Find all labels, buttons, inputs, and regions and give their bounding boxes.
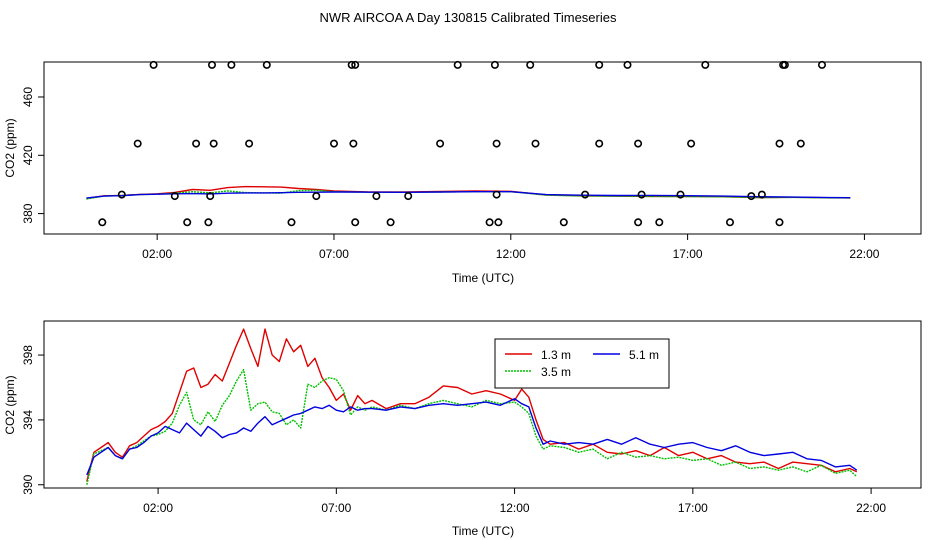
calibration-point	[312, 192, 321, 201]
top-x-tick-label: 12:00	[496, 247, 526, 261]
top-calibration-points	[98, 60, 826, 227]
bottom-plot-frame	[43, 320, 922, 489]
top-y-tick-label: 380	[21, 203, 35, 223]
calibration-point	[796, 139, 805, 148]
bottom-y-axis-label: CO2 (ppm)	[3, 375, 17, 434]
calibration-point	[209, 139, 218, 148]
top-x-axis: 02:00 07:00 12:00 17:00 22:00	[142, 234, 880, 261]
calibration-point	[349, 139, 358, 148]
calibration-point	[117, 190, 126, 199]
calibration-point	[192, 139, 201, 148]
calibration-point	[595, 60, 604, 69]
bottom-x-tick-label: 02:00	[143, 501, 173, 515]
bottom-y-axis: 390 394 398	[21, 345, 44, 495]
legend-label-3-5m: 3.5 m	[541, 365, 571, 379]
calibration-point	[206, 192, 215, 201]
calibration-point	[404, 192, 413, 201]
calibration-point	[485, 218, 494, 227]
bottom-x-tick-label: 12:00	[500, 501, 530, 515]
bottom-x-tick-label: 07:00	[321, 501, 351, 515]
bottom-series-3-5m	[86, 368, 858, 485]
bottom-series-1-3m	[86, 328, 858, 482]
bottom-y-tick-label: 394	[21, 410, 35, 430]
bottom-x-axis: 02:00 07:00 12:00 17:00 22:00	[143, 488, 886, 515]
calibration-point	[351, 218, 360, 227]
top-y-axis-label: CO2 (ppm)	[3, 118, 17, 177]
calibration-point	[757, 190, 766, 199]
calibration-point	[531, 139, 540, 148]
calibration-point	[817, 60, 826, 69]
top-x-tick-label: 02:00	[142, 247, 172, 261]
top-panel: 02:00 07:00 12:00 17:00 22:00 380 420 460 Time…	[3, 60, 922, 285]
calibration-point	[492, 139, 501, 148]
bottom-series-5-1m	[86, 398, 858, 476]
calibration-point	[149, 60, 158, 69]
top-series-lines	[86, 185, 851, 200]
top-x-tick-label: 07:00	[319, 247, 349, 261]
top-y-tick-label: 420	[21, 145, 35, 165]
calibration-point	[687, 139, 696, 148]
top-x-tick-label: 17:00	[673, 247, 703, 261]
top-y-tick-label: 460	[21, 87, 35, 107]
calibration-point	[245, 139, 254, 148]
calibration-point	[780, 60, 789, 69]
calibration-point	[436, 139, 445, 148]
calibration-point	[559, 218, 568, 227]
calibration-point	[183, 218, 192, 227]
calibration-point	[287, 218, 296, 227]
calibration-point	[634, 139, 643, 148]
calibration-point	[204, 218, 213, 227]
calibration-point	[634, 218, 643, 227]
calibration-point	[170, 192, 179, 201]
bottom-y-tick-label: 398	[21, 345, 35, 365]
calibration-point	[227, 60, 236, 69]
calibration-point	[262, 60, 271, 69]
calibration-point	[775, 139, 784, 148]
calibration-point	[701, 60, 710, 69]
legend-label-5-1m: 5.1 m	[629, 348, 659, 362]
top-x-tick-label: 22:00	[849, 247, 879, 261]
top-x-axis-label: Time (UTC)	[452, 271, 514, 285]
bottom-x-tick-label: 17:00	[678, 501, 708, 515]
calibration-point	[655, 218, 664, 227]
calibration-point	[98, 218, 107, 227]
top-series-5-1m	[86, 190, 851, 199]
calibration-point	[351, 60, 360, 69]
calibration-point	[490, 60, 499, 69]
calibration-point	[347, 60, 356, 69]
legend: 1.3 m 5.1 m 3.5 m	[494, 338, 670, 389]
calibration-point	[492, 190, 501, 199]
calibration-point	[725, 218, 734, 227]
calibration-point	[133, 139, 142, 148]
calibration-point	[526, 60, 535, 69]
calibration-point	[581, 190, 590, 199]
bottom-series-lines	[86, 328, 858, 485]
calibration-point	[329, 139, 338, 148]
calibration-point	[453, 60, 462, 69]
top-plot-frame	[43, 61, 922, 235]
calibration-point	[372, 192, 381, 201]
calibration-point	[208, 60, 217, 69]
legend-label-1-3m: 1.3 m	[541, 348, 571, 362]
bottom-y-tick-label: 390	[21, 474, 35, 494]
bottom-x-axis-label: Time (UTC)	[452, 524, 514, 538]
bottom-panel: 02:00 07:00 12:00 17:00 22:00 390 394 398 Time…	[3, 320, 922, 538]
calibration-point	[623, 60, 632, 69]
calibration-point	[386, 218, 395, 227]
bottom-x-tick-label: 22:00	[856, 501, 886, 515]
figure-title: NWR AIRCOA A Day 130815 Calibrated Times…	[320, 10, 617, 25]
calibration-point	[676, 190, 685, 199]
calibration-point	[494, 218, 503, 227]
calibration-point	[775, 218, 784, 227]
calibration-point	[595, 139, 604, 148]
calibration-point	[637, 190, 646, 199]
top-y-axis: 380 420 460	[21, 87, 44, 224]
legend-box	[494, 338, 670, 389]
calibration-point	[747, 192, 756, 201]
